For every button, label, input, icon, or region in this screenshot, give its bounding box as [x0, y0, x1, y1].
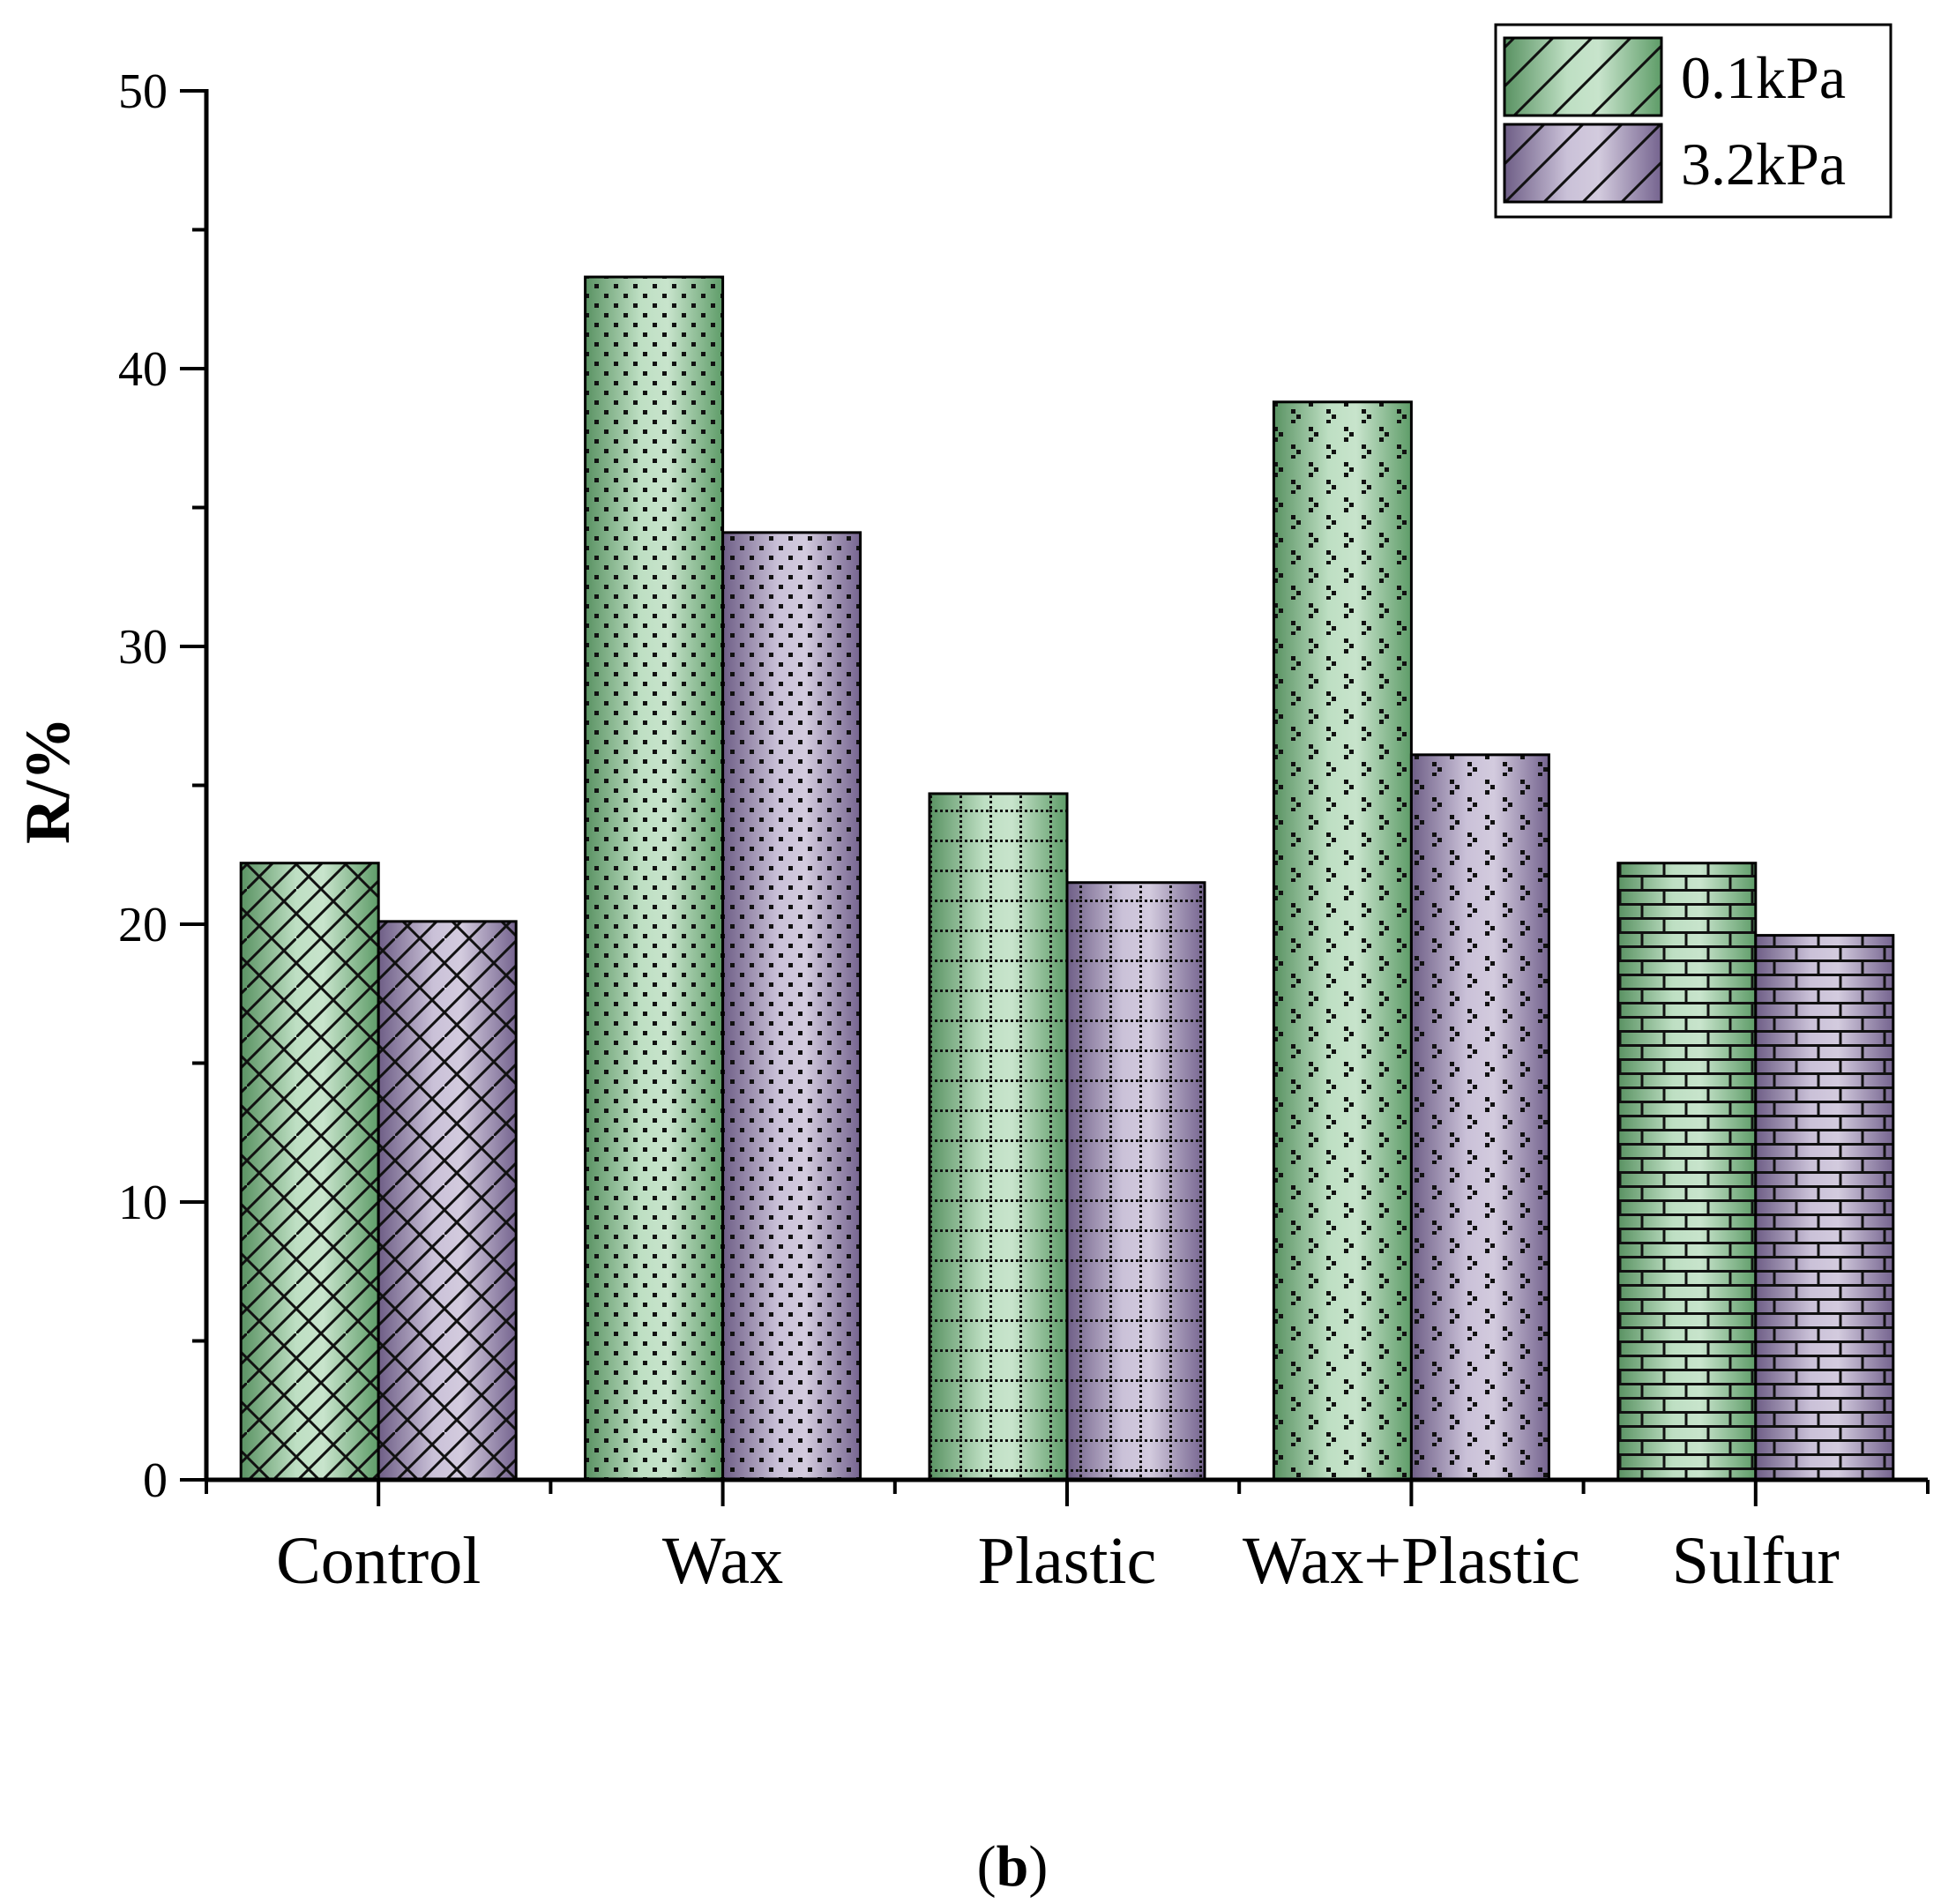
bar-sulfur-32kpa [1754, 934, 1895, 1482]
x-tick-label-control: Control [276, 1524, 481, 1598]
figure-caption: (b) [977, 1834, 1049, 1899]
caption-close: ) [1028, 1834, 1048, 1899]
y-tick-label-50: 50 [118, 64, 168, 119]
bar-wax-plastic-01kpa [1272, 400, 1413, 1482]
legend: 0.1kPa 3.2kPa [1494, 23, 1892, 219]
bar-control-01kpa [239, 862, 380, 1482]
bar-wax-01kpa [584, 275, 725, 1482]
legend-swatch-32kpa [1503, 123, 1663, 204]
legend-label-01kpa: 0.1kPa [1681, 44, 1846, 111]
bar-plastic-32kpa [1065, 881, 1206, 1482]
y-tick-label-30: 30 [118, 620, 168, 675]
y-tick-label-20: 20 [118, 898, 168, 952]
caption-letter: b [997, 1834, 1029, 1899]
legend-label-32kpa: 3.2kPa [1681, 131, 1846, 198]
bar-wax-plastic-32kpa [1409, 753, 1550, 1482]
bar-sulfur-01kpa [1616, 862, 1758, 1482]
y-axis-label: R/% [12, 717, 83, 844]
axes-group: 0 10 20 30 40 50 Control Wax Plastic Wax+Plastic S… [118, 64, 1930, 1598]
x-tick-label-plastic: Plastic [978, 1524, 1157, 1598]
y-tick-label-0: 0 [143, 1453, 168, 1508]
y-tick-label-40: 40 [118, 342, 168, 397]
x-tick-label-wax: Wax [662, 1524, 783, 1598]
caption-open: ( [977, 1834, 997, 1899]
x-tick-label-sulfur: Sulfur [1672, 1524, 1840, 1598]
bar-control-32kpa [377, 920, 518, 1482]
x-tick-label-wax-plastic: Wax+Plastic [1243, 1524, 1580, 1598]
bar-plastic-01kpa [928, 792, 1069, 1482]
bars-group [239, 275, 1895, 1482]
legend-swatch-01kpa [1503, 36, 1663, 117]
y-tick-label-10: 10 [118, 1176, 168, 1230]
bar-wax-32kpa [721, 531, 862, 1482]
